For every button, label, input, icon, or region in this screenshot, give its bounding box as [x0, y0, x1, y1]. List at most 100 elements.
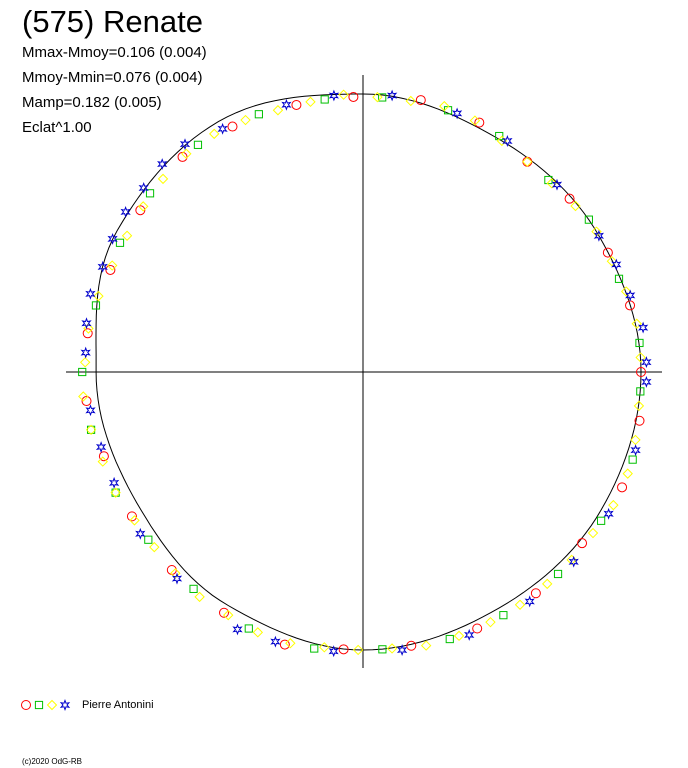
star-marker	[281, 98, 292, 111]
circle-marker	[291, 99, 302, 110]
square-marker	[635, 338, 644, 348]
diamond-marker	[110, 487, 121, 498]
diamond-marker	[305, 96, 316, 108]
diamond-marker	[631, 318, 642, 329]
star-marker	[171, 572, 183, 585]
square-marker	[111, 488, 120, 497]
star-marker	[59, 699, 71, 711]
diamond-marker	[630, 434, 641, 446]
diamond-marker	[97, 456, 108, 467]
diamond-marker	[252, 627, 264, 638]
circle-marker	[338, 644, 349, 655]
star-marker	[451, 107, 463, 120]
diamond-marker	[170, 568, 181, 579]
legend: Pierre Antonini	[20, 697, 154, 713]
square-marker	[553, 569, 563, 579]
diamond-marker	[469, 115, 481, 126]
diamond-marker	[439, 100, 450, 112]
series-diamond	[78, 89, 646, 656]
diamond-marker	[83, 323, 94, 334]
square-marker	[636, 387, 645, 396]
circle-marker	[21, 700, 31, 710]
square-marker	[244, 624, 253, 633]
square-marker	[310, 644, 319, 653]
diamond-marker	[608, 499, 619, 511]
circle-marker	[348, 91, 359, 102]
diamond-marker	[157, 173, 169, 185]
star-marker	[232, 623, 243, 636]
square-marker	[445, 634, 454, 644]
diamond-marker	[386, 643, 398, 654]
square-marker	[628, 455, 637, 464]
diamond-marker	[352, 644, 364, 656]
diamond-marker	[107, 260, 118, 271]
star-marker	[502, 135, 513, 147]
circle-marker	[219, 607, 229, 618]
diamond-marker	[372, 91, 383, 103]
star-marker	[641, 375, 652, 388]
circle-marker	[105, 264, 116, 275]
diamond-marker	[272, 105, 284, 116]
diamond-marker	[453, 630, 465, 642]
series-square	[78, 93, 645, 654]
diamond-marker	[78, 391, 89, 402]
square-marker	[86, 425, 96, 434]
diamond-marker	[319, 642, 330, 653]
circle-marker	[415, 95, 426, 106]
diamond-marker	[633, 400, 645, 412]
star-marker	[97, 260, 108, 273]
diamond-marker	[635, 352, 646, 363]
legend-observer-label: Pierre Antonini	[82, 699, 154, 711]
circle-marker	[98, 451, 109, 462]
series-star	[80, 89, 652, 658]
diamond-marker	[181, 148, 192, 160]
square-marker	[115, 238, 125, 247]
star-marker	[135, 527, 146, 540]
copyright: (c)2020 OdG-RB	[22, 757, 83, 766]
diamond-marker	[542, 578, 553, 590]
star-marker	[551, 178, 563, 191]
star-marker	[611, 258, 622, 271]
square-marker	[91, 301, 101, 310]
diamond-marker	[606, 255, 618, 267]
diamond-marker	[570, 200, 581, 212]
circle-marker	[522, 156, 533, 167]
diamond-marker	[620, 286, 632, 297]
model-curve	[95, 93, 642, 651]
diamond-marker	[209, 128, 220, 140]
circle-marker	[135, 205, 146, 216]
square-marker	[614, 274, 624, 283]
circle-marker	[564, 193, 575, 204]
star-marker	[107, 232, 118, 245]
diamond-marker	[485, 616, 496, 628]
stat-mamp: Mamp=0.182 (0.005)	[22, 94, 162, 111]
circle-marker	[82, 328, 93, 339]
diamond-marker	[129, 515, 140, 526]
series-circle	[81, 91, 646, 655]
stat-mmoy-mmin: Mmoy-Mmin=0.076 (0.004)	[22, 69, 203, 86]
diamond-marker	[223, 609, 234, 621]
square-marker	[78, 367, 87, 377]
diamond-marker	[285, 638, 296, 649]
circle-marker	[634, 415, 645, 426]
circle-marker	[406, 640, 417, 651]
star-marker	[80, 346, 91, 359]
star-marker	[328, 89, 340, 102]
star-marker	[603, 507, 614, 520]
square-marker	[499, 611, 508, 620]
circle-marker	[530, 588, 541, 599]
square-marker	[145, 189, 155, 198]
star-marker	[217, 122, 228, 135]
circle-marker	[602, 247, 613, 258]
diamond-marker	[622, 468, 633, 479]
diamond-marker	[149, 541, 160, 553]
star-marker	[95, 441, 107, 454]
square-marker	[320, 95, 329, 104]
diamond-marker	[93, 290, 104, 302]
data-points	[78, 89, 652, 658]
circle-marker	[166, 564, 177, 575]
star-marker	[270, 635, 281, 648]
square-marker	[189, 584, 198, 593]
circle-marker	[126, 511, 137, 522]
star-marker	[568, 555, 579, 568]
